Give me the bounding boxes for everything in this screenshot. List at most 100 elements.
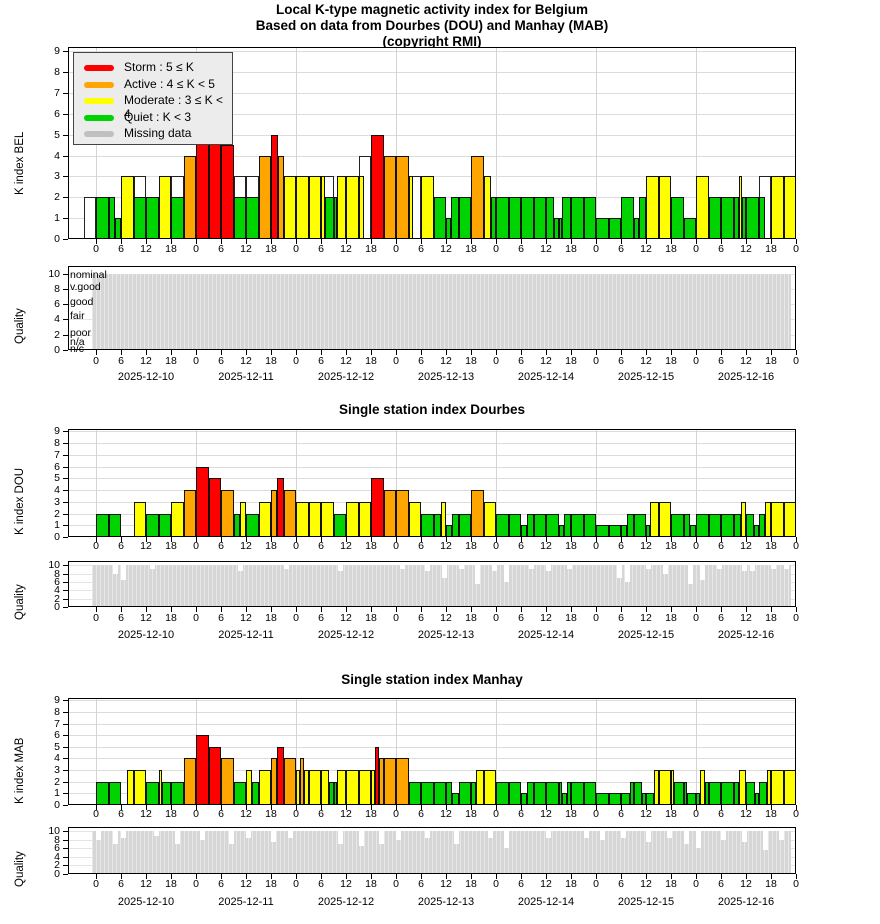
x-tick (346, 239, 347, 244)
quality-y-tick (63, 874, 68, 875)
quality-x-tick (646, 350, 647, 355)
hour-label: 6 (418, 243, 424, 255)
hour-label: 6 (118, 878, 124, 890)
k-gridline (69, 746, 795, 748)
quality-y-tick-label: 4 (54, 584, 60, 597)
k-bar (383, 155, 396, 239)
quality-x-tick (271, 874, 272, 879)
quality-dip (283, 565, 289, 570)
y-tick-label: 7 (54, 86, 60, 99)
main-title-line1: Local K-type magnetic activity index for… (275, 2, 589, 17)
quality-dip (721, 831, 726, 840)
legend-label-quiet: Quiet : K < 3 (124, 109, 192, 124)
y-tick-label: 9 (54, 694, 60, 707)
hour-label: 18 (765, 808, 777, 820)
k-gridline (69, 770, 795, 772)
quality-level-label: poor (70, 326, 92, 339)
date-label: 2025-12-12 (317, 371, 375, 383)
quality-y-tick-label: 10 (48, 825, 60, 838)
quality-y-tick-label: 10 (48, 267, 60, 280)
hour-label: 6 (618, 243, 624, 255)
hour-label: 18 (565, 243, 577, 255)
k-bar (546, 781, 559, 805)
k-bar (321, 501, 334, 537)
k-gridline (69, 758, 795, 760)
hour-label: 18 (265, 243, 277, 255)
quality-x-tick (721, 874, 722, 879)
hour-label: 6 (618, 808, 624, 820)
x-tick (321, 805, 322, 810)
hour-label: 0 (593, 243, 599, 255)
k-bar (658, 176, 671, 239)
quality-y-tick (63, 831, 68, 833)
hour-label: 0 (193, 355, 199, 367)
x-tick (146, 537, 147, 542)
k-bar (758, 197, 765, 239)
hour-label: 18 (365, 355, 377, 367)
quality-dip (271, 831, 276, 842)
x-tick (771, 239, 772, 244)
y-tick (63, 197, 68, 199)
date-label: 2025-12-16 (717, 371, 775, 383)
quality-x-tick (396, 607, 397, 612)
quality-dip (741, 831, 747, 842)
x-tick (221, 239, 222, 244)
y-tick-label: 4 (54, 484, 60, 497)
k-bar (296, 176, 309, 239)
quality-x-tick (771, 607, 772, 612)
hour-label: 0 (293, 612, 299, 624)
k-bar (108, 513, 121, 537)
quality-y-tick-label: 0 (54, 868, 60, 880)
hour-label: 0 (93, 878, 99, 890)
quality-y-tick (63, 856, 68, 858)
hour-label: 6 (318, 878, 324, 890)
k-bar (333, 513, 346, 537)
k-bar (758, 781, 768, 805)
hour-label: 12 (440, 878, 452, 890)
x-tick (346, 537, 347, 542)
hour-label: 6 (718, 243, 724, 255)
k-bar (408, 501, 421, 537)
x-tick (571, 239, 572, 244)
y-tick-label: 5 (54, 472, 60, 485)
k-bar (638, 197, 646, 239)
quality-x-tick (96, 607, 97, 612)
y-tick-label: 9 (54, 45, 60, 58)
y-tick-label: 5 (54, 740, 60, 753)
y-tick-label: 6 (54, 460, 60, 473)
k-bar (571, 513, 584, 537)
quality-x-tick (446, 350, 447, 355)
hour-label: 6 (618, 612, 624, 624)
hour-label: 0 (393, 878, 399, 890)
quality-level-label: n/a (70, 335, 85, 348)
quality-axis-title: Quality (14, 850, 26, 887)
k-bar (483, 501, 496, 537)
quality-dip (175, 831, 181, 845)
y-axis-title: K index MAB (14, 737, 26, 804)
x-tick (421, 239, 422, 244)
hour-label: 0 (793, 878, 799, 890)
k-gridline (69, 92, 795, 94)
k-bar (646, 793, 654, 805)
quality-x-tick (371, 874, 372, 879)
hour-label: 18 (765, 243, 777, 255)
hour-label: 12 (440, 612, 452, 624)
quality-dip (683, 831, 689, 845)
x-tick (121, 805, 122, 810)
legend-chip-quiet-icon (84, 114, 114, 121)
hour-label: 6 (718, 540, 724, 552)
k-bar (633, 781, 643, 805)
quality-x-tick (121, 874, 122, 879)
k-bar (608, 525, 621, 537)
date-label: 2025-12-14 (517, 629, 575, 641)
k-bar (96, 197, 109, 239)
x-tick (646, 537, 647, 542)
k-bar (133, 501, 146, 537)
quality-y-tick (63, 304, 68, 306)
k-gridline (69, 155, 795, 157)
quality-x-tick (396, 874, 397, 879)
quality-axis-title: Quality (14, 584, 26, 620)
y-tick-label: 3 (54, 495, 60, 508)
k-bar (346, 176, 359, 239)
k-bar (433, 781, 446, 805)
